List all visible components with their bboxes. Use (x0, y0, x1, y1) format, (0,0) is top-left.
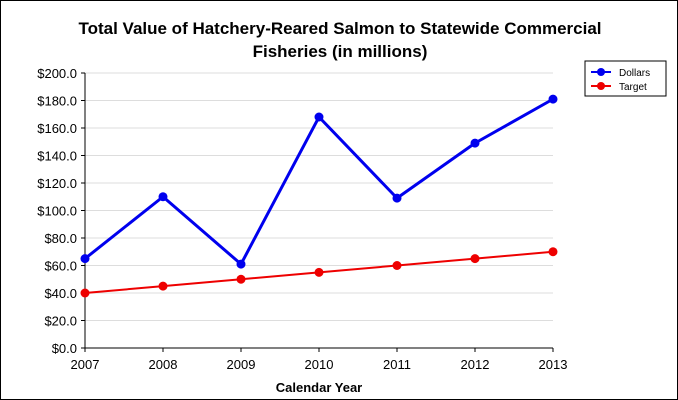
data-point-target (548, 247, 558, 257)
y-tick-label: $100.0 (37, 204, 77, 219)
data-point-target (470, 254, 480, 264)
y-tick-label: $200.0 (37, 66, 77, 81)
x-tick-label: 2007 (71, 357, 100, 372)
y-tick-label: $80.0 (44, 231, 77, 246)
legend-marker-dollars (597, 68, 605, 76)
data-point-target (392, 261, 402, 270)
legend-box (584, 60, 667, 97)
x-axis-title: Calendar Year (276, 380, 362, 395)
grid-lines (85, 72, 553, 321)
series-line-dollars (84, 97, 554, 266)
y-tick-label: $120.0 (37, 176, 77, 191)
legend-marker-target (597, 82, 605, 90)
chart-title-line-1: Total Value of Hatchery-Reared Salmon to… (78, 19, 602, 38)
y-tick-label: $40.0 (44, 286, 77, 301)
data-point-target (158, 281, 168, 291)
y-tick-label: $160.0 (37, 121, 77, 136)
legend-label-target: Target (619, 82, 647, 93)
x-tick-label: 2011 (383, 357, 411, 372)
data-point-target (80, 288, 90, 298)
x-tick-label: 2012 (461, 357, 490, 372)
chart-title-line-2: Fisheries (in millions) (252, 42, 428, 61)
axes: $0.0 $20.0 $40.0 $60.0 $80.0 $100.0 $120.0 $140… (37, 66, 567, 372)
y-tick-label: $180.0 (37, 94, 77, 109)
data-point-target (236, 274, 246, 284)
chart-title: Total Value of Hatchery-Reared Salmon to… (31, 17, 649, 63)
series-layer (80, 94, 558, 298)
y-tick-label: $20.0 (44, 314, 77, 329)
data-point-dollars (470, 138, 480, 148)
x-tick-label: 2013 (539, 357, 568, 372)
data-point-dollars (80, 254, 90, 264)
y-tick-label: $140.0 (37, 149, 77, 164)
data-point-dollars (314, 112, 324, 122)
legend-label-dollars: Dollars (619, 68, 650, 79)
y-tick-label: $0.0 (52, 341, 77, 356)
data-point-dollars (548, 94, 558, 104)
y-tick-label: $60.0 (44, 259, 77, 274)
x-tick-label: 2010 (305, 357, 334, 372)
data-point-dollars (392, 193, 402, 203)
x-tick-label: 2008 (149, 357, 178, 372)
legend: Dollars Target (584, 60, 667, 97)
data-point-dollars (236, 259, 246, 269)
x-tick-label: 2009 (227, 357, 256, 372)
data-point-target (314, 267, 324, 277)
data-point-dollars (158, 192, 168, 202)
